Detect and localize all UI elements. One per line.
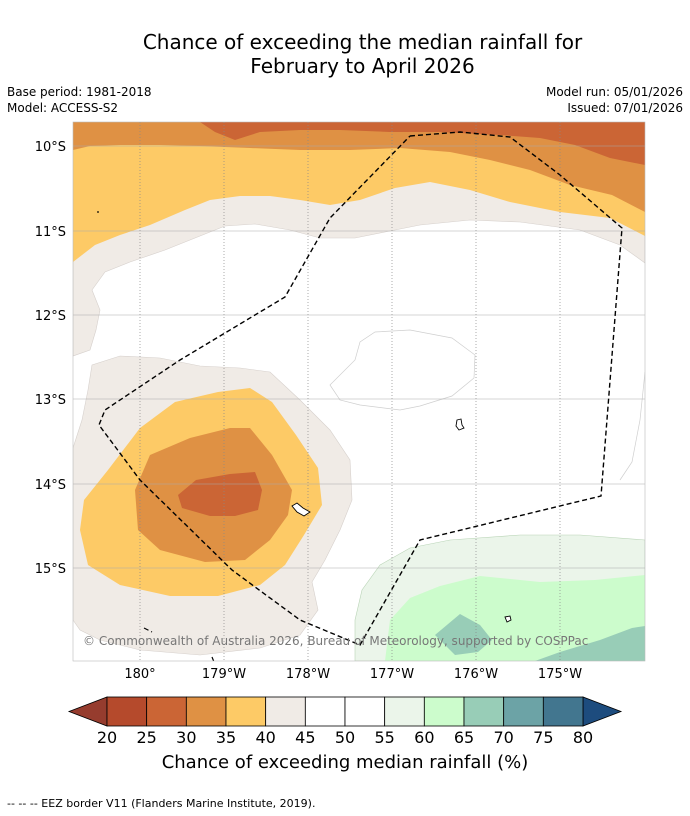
island-futuna bbox=[291, 502, 311, 517]
colorbar-tick-label: 50 bbox=[335, 728, 355, 747]
region-65-70-southeast bbox=[535, 626, 645, 661]
metadata-right: Model run: 05/01/2026 Issued: 07/01/2026 bbox=[546, 84, 683, 116]
colorbar: 20 25 30 35 40 45 50 55 60 65 70 75 80 bbox=[67, 696, 623, 747]
colorbar-segment bbox=[463, 696, 505, 727]
colorbar-tick-label: 30 bbox=[176, 728, 196, 747]
region-25-30-southwest bbox=[178, 472, 262, 516]
region-30-35-north bbox=[73, 122, 645, 212]
chart-title: Chance of exceeding the median rainfall … bbox=[0, 30, 690, 78]
lat-label: 14°S bbox=[35, 478, 66, 493]
lon-label: 176°W bbox=[454, 667, 498, 682]
lon-label: 180° bbox=[124, 667, 155, 682]
colorbar-segment bbox=[146, 696, 187, 727]
eez-border bbox=[98, 131, 623, 646]
colorbar-segment bbox=[304, 696, 346, 727]
colorbar-segment bbox=[185, 696, 227, 727]
lat-label: 13°S bbox=[35, 393, 66, 408]
colorbar-tick-label: 75 bbox=[533, 728, 553, 747]
region-65-70-south bbox=[435, 614, 492, 655]
colorbar-segment bbox=[106, 696, 148, 727]
colorbar-segment bbox=[542, 696, 584, 727]
region-50-55-outline bbox=[329, 329, 476, 411]
region-25-30-north bbox=[200, 122, 645, 165]
longitude-labels: 180° 179°W 178°W 177°W 176°W 175°W bbox=[124, 667, 582, 682]
island-niuafoou bbox=[504, 615, 512, 623]
region-45-55-outline-east bbox=[619, 371, 645, 481]
latitude-labels: 10°S 11°S 12°S 13°S 14°S 15°S bbox=[35, 140, 66, 577]
eez-border-fragment-2 bbox=[211, 656, 215, 661]
lon-label: 175°W bbox=[538, 667, 582, 682]
colorbar-segment bbox=[423, 696, 465, 727]
model-run: Model run: 05/01/2026 bbox=[545, 85, 683, 99]
map-frame bbox=[72, 121, 646, 662]
colorbar-over-arrow bbox=[582, 696, 623, 727]
colorbar-tick-label: 45 bbox=[295, 728, 315, 747]
colorbar-tick-label: 65 bbox=[454, 728, 474, 747]
colorbar-tick-label: 70 bbox=[493, 728, 513, 747]
title-line-1: Chance of exceeding the median rainfall … bbox=[142, 30, 583, 54]
lat-label: 15°S bbox=[35, 562, 66, 577]
title-line-2: February to April 2026 bbox=[250, 54, 475, 78]
colorbar-tick-label: 25 bbox=[136, 728, 156, 747]
latitude-grid bbox=[73, 145, 645, 569]
eez-footnote: -- -- -- EEZ border V11 (Flanders Marine… bbox=[7, 797, 316, 810]
map-area: © Commonwealth of Australia 2026, Bureau… bbox=[73, 122, 645, 661]
lon-label: 179°W bbox=[202, 667, 246, 682]
colorbar-segment bbox=[265, 696, 306, 727]
model-name: Model: ACCESS-S2 bbox=[7, 101, 119, 115]
lat-label: 10°S bbox=[35, 140, 66, 155]
colorbar-tick-label: 20 bbox=[97, 728, 117, 747]
colorbar-tick-label: 55 bbox=[374, 728, 394, 747]
colorbar-segment bbox=[503, 696, 544, 727]
colorbar-under-arrow bbox=[67, 696, 108, 727]
lon-label: 178°W bbox=[286, 667, 330, 682]
colorbar-tick-label: 40 bbox=[255, 728, 275, 747]
colorbar-title: Chance of exceeding median rainfall (%) bbox=[161, 752, 529, 773]
lon-label: 177°W bbox=[370, 667, 414, 682]
eez-border-fragment bbox=[143, 627, 153, 633]
colorbar-segment bbox=[225, 696, 267, 727]
island-wallis bbox=[455, 418, 465, 431]
lat-label: 12°S bbox=[35, 309, 66, 324]
island-speck bbox=[97, 211, 99, 213]
colorbar-segment bbox=[384, 696, 425, 727]
copyright-text: © Commonwealth of Australia 2026, Bureau… bbox=[83, 634, 588, 648]
metadata-left: Base period: 1981-2018 Model: ACCESS-S2 bbox=[7, 84, 152, 116]
lat-label: 11°S bbox=[35, 225, 66, 240]
base-period: Base period: 1981-2018 bbox=[7, 85, 152, 99]
issued-date: Issued: 07/01/2026 bbox=[567, 101, 683, 115]
colorbar-tick-label: 35 bbox=[216, 728, 236, 747]
colorbar-segment bbox=[344, 696, 386, 727]
colorbar-tick-label: 60 bbox=[414, 728, 434, 747]
colorbar-tick-label: 80 bbox=[573, 728, 593, 747]
